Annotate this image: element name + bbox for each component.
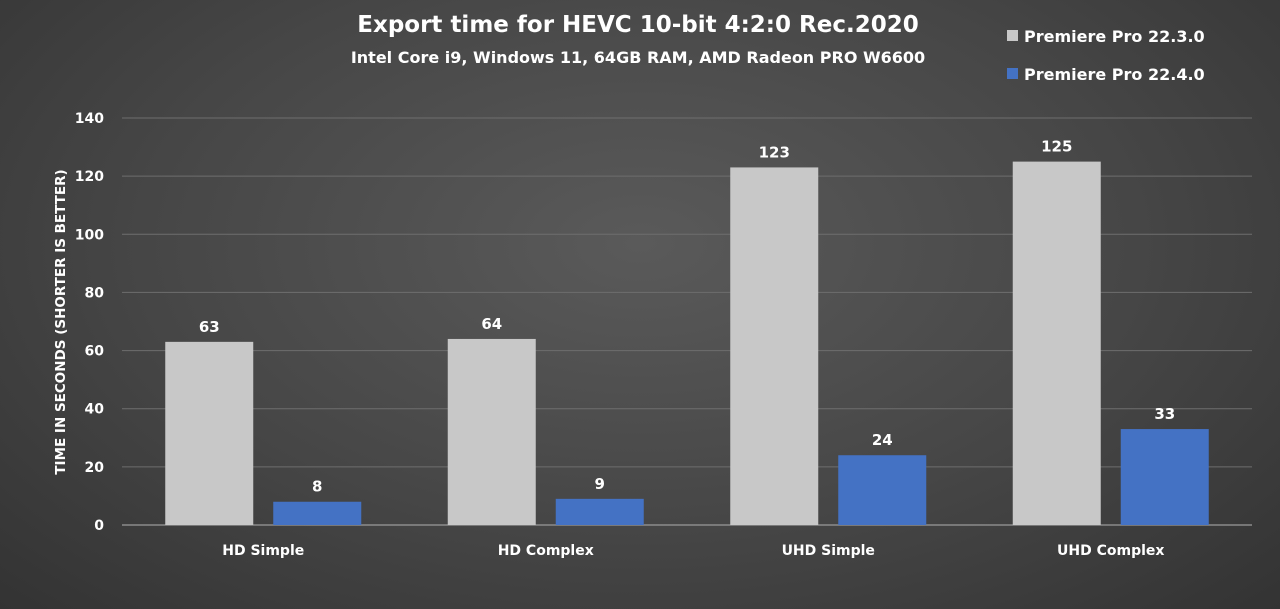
- bars: [165, 161, 1209, 525]
- x-category-hd-complex: HD Complex: [498, 543, 594, 559]
- y-tick-label: 60: [85, 344, 105, 360]
- y-axis-ticks: 0 20 40 60 80 100 120 140: [75, 111, 104, 534]
- chart-title: Export time for HEVC 10-bit 4:2:0 Rec.20…: [357, 12, 918, 38]
- chart-subtitle: Intel Core i9, Windows 11, 64GB RAM, AMD…: [351, 48, 925, 67]
- data-label-premiere-pro-22-3-0-hd-simple: 63: [199, 318, 220, 336]
- data-label-premiere-pro-22-4-0-uhd-simple: 24: [872, 431, 893, 449]
- data-label-premiere-pro-22-3-0-uhd-simple: 123: [759, 143, 790, 161]
- bar-premiere-pro-22-3-0-uhd-complex: [1012, 161, 1101, 525]
- bar-premiere-pro-22-4-0-uhd-simple: [838, 455, 927, 525]
- y-tick-label: 140: [75, 111, 104, 127]
- data-label-premiere-pro-22-3-0-uhd-complex: 125: [1041, 138, 1072, 156]
- x-category-uhd-complex: UHD Complex: [1057, 543, 1164, 559]
- bar-premiere-pro-22-3-0-hd-complex: [447, 338, 536, 525]
- y-tick-label: 80: [85, 285, 105, 301]
- x-axis-categories: HD Simple HD Complex UHD Simple UHD Complex: [222, 543, 1164, 559]
- bar-premiere-pro-22-4-0-hd-complex: [555, 498, 644, 525]
- data-labels: 63 8 64 9 123 24 125 33: [199, 138, 1175, 496]
- bar-premiere-pro-22-3-0-hd-simple: [165, 341, 254, 525]
- legend-swatch-premiere-22-4-0: [1007, 68, 1018, 79]
- legend-label-premiere-22-3-0: Premiere Pro 22.3.0: [1024, 27, 1205, 46]
- data-label-premiere-pro-22-4-0-uhd-complex: 33: [1154, 405, 1175, 423]
- legend-label-premiere-22-4-0: Premiere Pro 22.4.0: [1024, 65, 1205, 84]
- legend: Premiere Pro 22.3.0 Premiere Pro 22.4.0: [1007, 27, 1205, 84]
- y-axis-title: TIME IN SECONDS (SHORTER IS BETTER): [53, 169, 69, 474]
- bar-premiere-pro-22-4-0-uhd-complex: [1120, 429, 1209, 525]
- data-label-premiere-pro-22-4-0-hd-simple: 8: [312, 478, 322, 496]
- y-tick-label: 120: [75, 169, 104, 185]
- y-tick-label: 40: [85, 402, 105, 418]
- y-tick-label: 0: [94, 518, 104, 534]
- data-label-premiere-pro-22-4-0-hd-complex: 9: [595, 475, 605, 493]
- bar-premiere-pro-22-3-0-uhd-simple: [730, 167, 819, 525]
- legend-swatch-premiere-22-3-0: [1007, 30, 1018, 41]
- data-label-premiere-pro-22-3-0-hd-complex: 64: [481, 315, 502, 333]
- bar-premiere-pro-22-4-0-hd-simple: [273, 501, 362, 525]
- x-category-hd-simple: HD Simple: [222, 543, 304, 559]
- y-tick-label: 20: [85, 460, 105, 476]
- x-category-uhd-simple: UHD Simple: [782, 543, 875, 559]
- y-tick-label: 100: [75, 227, 104, 243]
